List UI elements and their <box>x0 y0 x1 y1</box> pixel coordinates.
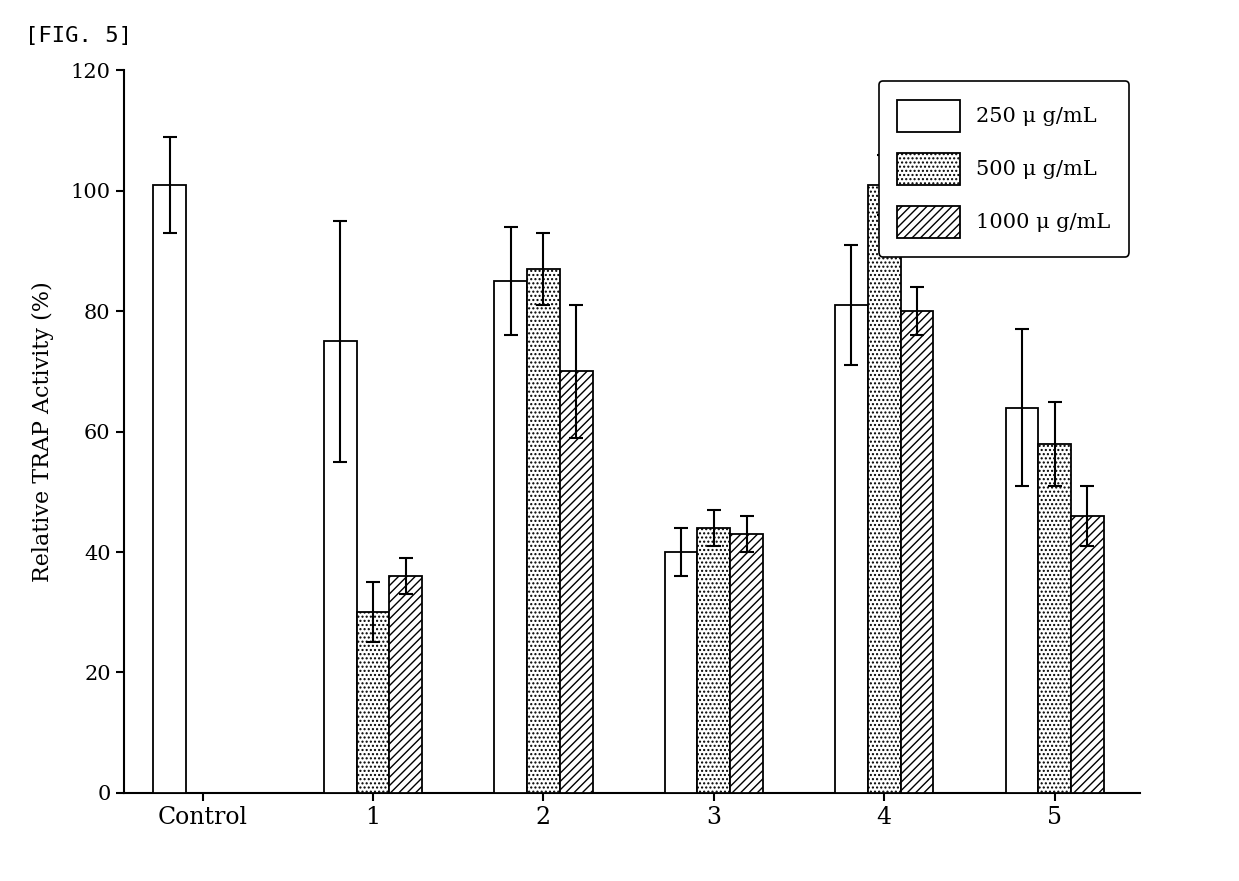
Bar <box>323 342 357 793</box>
Legend: 250 μ g/mL, 500 μ g/mL, 1000 μ g/mL: 250 μ g/mL, 500 μ g/mL, 1000 μ g/mL <box>878 81 1130 256</box>
Y-axis label: Relative TRAP Activity (%): Relative TRAP Activity (%) <box>32 281 55 582</box>
Bar <box>730 534 763 793</box>
Bar <box>1070 516 1104 793</box>
Bar <box>357 612 389 793</box>
Bar <box>560 372 592 793</box>
Bar <box>527 270 560 793</box>
Bar <box>698 528 730 793</box>
Bar <box>901 311 933 793</box>
Bar <box>867 185 901 793</box>
Bar <box>664 552 698 793</box>
Bar <box>835 306 867 793</box>
Bar <box>1038 444 1070 793</box>
Bar <box>154 185 186 793</box>
Text: [FIG. 5]: [FIG. 5] <box>25 26 131 47</box>
Bar <box>1006 408 1038 793</box>
Bar <box>389 576 422 793</box>
Bar <box>494 281 527 793</box>
